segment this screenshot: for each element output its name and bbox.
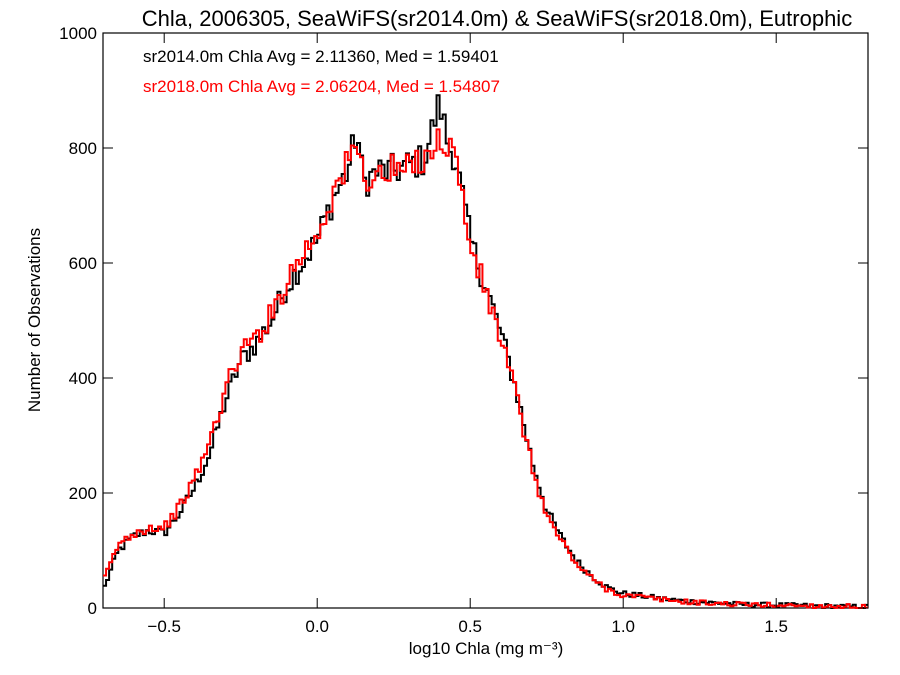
x-tick-label: 0.5 bbox=[458, 617, 482, 636]
series-layer bbox=[103, 94, 868, 609]
x-tick-label: 1.0 bbox=[611, 617, 635, 636]
y-axis-label: Number of Observations bbox=[25, 228, 44, 412]
series-line-0 bbox=[103, 94, 868, 609]
y-tick-label: 800 bbox=[69, 139, 97, 158]
series-line-1 bbox=[103, 128, 868, 609]
x-tick-label: 1.5 bbox=[764, 617, 788, 636]
y-tick-label: 0 bbox=[88, 599, 97, 618]
chart-title: Chla, 2006305, SeaWiFS(sr2014.0m) & SeaW… bbox=[142, 6, 852, 31]
annotation-sr2014: sr2014.0m Chla Avg = 2.11360, Med = 1.59… bbox=[143, 47, 499, 66]
x-axis-label: log10 Chla (mg m⁻³) bbox=[409, 639, 563, 658]
x-tick-label: 0.0 bbox=[305, 617, 329, 636]
plot-frame bbox=[102, 32, 869, 609]
annotation-sr2018: sr2018.0m Chla Avg = 2.06204, Med = 1.54… bbox=[143, 77, 500, 96]
x-tick-label: −0.5 bbox=[147, 617, 181, 636]
plot-area: −0.5 0.0 0.5 1.0 1.5 0 200 400 600 800 1000 bbox=[59, 24, 869, 636]
y-axis-ticks: 0 200 400 600 800 1000 bbox=[59, 24, 868, 618]
y-tick-label: 200 bbox=[69, 484, 97, 503]
y-tick-label: 600 bbox=[69, 254, 97, 273]
y-tick-label: 1000 bbox=[59, 24, 97, 43]
x-axis-ticks: −0.5 0.0 0.5 1.0 1.5 bbox=[147, 33, 788, 636]
y-tick-label: 400 bbox=[69, 369, 97, 388]
